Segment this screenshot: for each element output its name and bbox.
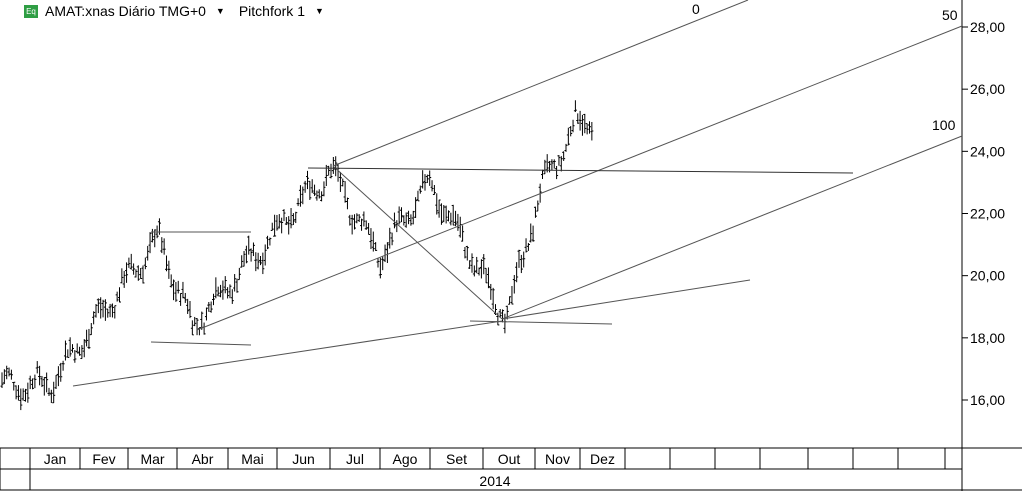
month-label: Jan [44, 451, 67, 467]
month-label: Abr [192, 451, 214, 467]
month-label: Nov [545, 451, 570, 467]
pitchfork-level-label: 50 [942, 7, 958, 23]
pitchfork-handle [332, 165, 503, 320]
y-tick-label: 28,00 [970, 19, 1005, 35]
caret-down-icon[interactable]: ▼ [215, 6, 225, 16]
caret-down-icon[interactable]: ▼ [314, 6, 324, 16]
horizontal-resistance-line [307, 167, 854, 174]
month-label: Set [446, 451, 467, 467]
long-trend-line [72, 320, 503, 387]
channel-bottom-line [150, 341, 252, 346]
support-trend-line [501, 279, 751, 320]
pitchfork-median-line [196, 25, 963, 331]
month-label: Fev [92, 451, 115, 467]
y-tick-label: 16,00 [970, 392, 1005, 408]
y-tick-label: 24,00 [970, 143, 1005, 159]
y-tick-label: 26,00 [970, 81, 1005, 97]
month-label: Jun [292, 451, 315, 467]
y-tick-label: 18,00 [970, 330, 1005, 346]
month-label: Mar [140, 451, 164, 467]
month-label: Mai [241, 451, 264, 467]
month-label: Ago [393, 451, 418, 467]
bottom-horizontal-line [469, 320, 613, 325]
pitchfork-level-label: 0 [692, 1, 700, 17]
pitchfork-level-label: 100 [932, 117, 956, 133]
symbol-selector[interactable]: AMAT:xnas Diário TMG+0 [45, 3, 206, 19]
tool-selector[interactable]: Pitchfork 1 [238, 3, 305, 19]
month-label: Jul [346, 451, 364, 467]
chart-toolbar: Eq AMAT:xnas Diário TMG+0 ▼ Pitchfork 1 … [24, 2, 334, 20]
equity-icon: Eq [24, 4, 38, 18]
pitchfork-lower-tine [501, 135, 963, 320]
y-tick-label: 20,00 [970, 268, 1005, 284]
pitchfork-upper-tine [332, 0, 749, 167]
year-label: 2014 [479, 473, 510, 489]
y-tick-label: 22,00 [970, 206, 1005, 222]
month-label: Out [498, 451, 521, 467]
month-label: Dez [590, 451, 615, 467]
